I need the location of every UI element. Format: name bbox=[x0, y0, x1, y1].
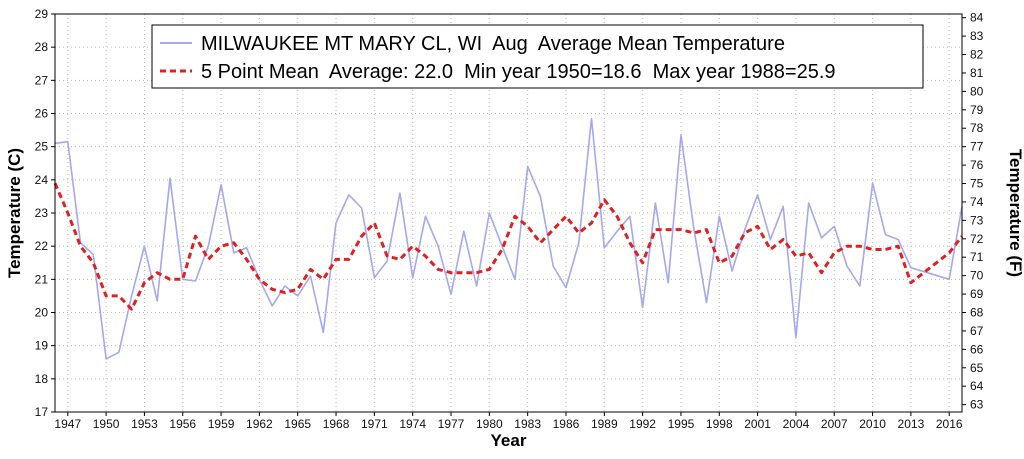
x-axis: 1947 1950 1953 1956 1959 1962 1965 1968 1971 1974… bbox=[54, 412, 963, 431]
left-tick-label: 29 bbox=[35, 7, 49, 21]
x-tick-label: 1992 bbox=[629, 417, 656, 431]
legend-label-observed: MILWAUKEE MT MARY CL, WI Aug Average Mea… bbox=[201, 33, 785, 55]
y-axis-title-left: Temperature (C) bbox=[5, 148, 24, 278]
x-tick-label: 1947 bbox=[54, 417, 81, 431]
x-tick-label: 1956 bbox=[169, 417, 196, 431]
x-tick-label: 2001 bbox=[744, 417, 771, 431]
x-tick-label: 1962 bbox=[246, 417, 273, 431]
right-tick-label: 67 bbox=[970, 324, 984, 338]
x-tick-label: 1983 bbox=[514, 417, 541, 431]
left-tick-label: 27 bbox=[35, 73, 49, 87]
x-tick-label: 1998 bbox=[706, 417, 733, 431]
left-tick-label: 25 bbox=[35, 140, 49, 154]
right-tick-label: 73 bbox=[970, 213, 984, 227]
right-tick-label: 78 bbox=[970, 121, 984, 135]
x-tick-label: 1965 bbox=[284, 417, 311, 431]
left-tick-label: 20 bbox=[35, 306, 49, 320]
x-tick-label: 2004 bbox=[783, 417, 810, 431]
right-tick-label: 70 bbox=[970, 269, 984, 283]
x-tick-label: 1995 bbox=[668, 417, 695, 431]
right-tick-label: 68 bbox=[970, 306, 984, 320]
legend-label-5pt-mean: 5 Point Mean Average: 22.0 Min year 1950… bbox=[201, 61, 836, 83]
series-layer bbox=[53, 117, 964, 360]
right-tick-label: 69 bbox=[970, 287, 984, 301]
left-tick-label: 28 bbox=[35, 40, 49, 54]
right-tick-label: 71 bbox=[970, 250, 984, 264]
right-tick-label: 75 bbox=[970, 177, 984, 191]
left-tick-label: 18 bbox=[35, 372, 49, 386]
x-tick-label: 1977 bbox=[438, 417, 465, 431]
x-tick-label: 2016 bbox=[936, 417, 963, 431]
left-tick-label: 17 bbox=[35, 405, 49, 419]
x-tick-label: 1980 bbox=[476, 417, 503, 431]
right-tick-label: 84 bbox=[970, 11, 984, 25]
x-tick-label: 1986 bbox=[553, 417, 580, 431]
right-tick-label: 66 bbox=[970, 342, 984, 356]
right-tick-label: 72 bbox=[970, 232, 984, 246]
left-tick-label: 23 bbox=[35, 206, 49, 220]
series-line-5pt-mean bbox=[53, 182, 964, 311]
left-tick-label: 24 bbox=[35, 173, 49, 187]
right-tick-label: 74 bbox=[970, 195, 984, 209]
left-tick-label: 22 bbox=[35, 239, 49, 253]
x-tick-label: 1953 bbox=[131, 417, 158, 431]
x-axis-title: Year bbox=[491, 431, 527, 450]
right-tick-label: 80 bbox=[970, 84, 984, 98]
right-tick-label: 81 bbox=[970, 66, 984, 80]
x-tick-label: 1974 bbox=[399, 417, 426, 431]
left-tick-label: 26 bbox=[35, 107, 49, 121]
right-tick-label: 65 bbox=[970, 361, 984, 375]
right-tick-label: 82 bbox=[970, 48, 984, 62]
x-tick-label: 2013 bbox=[898, 417, 925, 431]
right-tick-label: 77 bbox=[970, 140, 984, 154]
right-tick-label: 83 bbox=[970, 29, 984, 43]
legend-box bbox=[151, 24, 924, 89]
x-tick-label: 1959 bbox=[208, 417, 235, 431]
x-tick-label: 1950 bbox=[93, 417, 120, 431]
right-tick-label: 79 bbox=[970, 103, 984, 117]
left-axis: 17 18 19 20 21 22 23 24 25 26 27 28 29 bbox=[35, 7, 55, 419]
x-tick-label: 1971 bbox=[361, 417, 388, 431]
right-tick-label: 76 bbox=[970, 158, 984, 172]
right-axis: 63 64 65 66 67 68 69 70 71 72 73 74 75 76 77 78 79 80 81 82… bbox=[962, 11, 984, 412]
y-axis-title-right: Temperature (F) bbox=[1006, 149, 1024, 277]
left-tick-label: 19 bbox=[35, 339, 49, 353]
x-tick-label: 1968 bbox=[323, 417, 350, 431]
x-tick-label: 1989 bbox=[591, 417, 618, 431]
right-tick-label: 63 bbox=[970, 398, 984, 412]
right-tick-label: 64 bbox=[970, 379, 984, 393]
legend: MILWAUKEE MT MARY CL, WI Aug Average Mea… bbox=[151, 24, 924, 89]
x-tick-label: 2010 bbox=[859, 417, 886, 431]
series-line-observed bbox=[54, 117, 963, 360]
x-tick-label: 2007 bbox=[821, 417, 848, 431]
left-tick-label: 21 bbox=[35, 272, 49, 286]
